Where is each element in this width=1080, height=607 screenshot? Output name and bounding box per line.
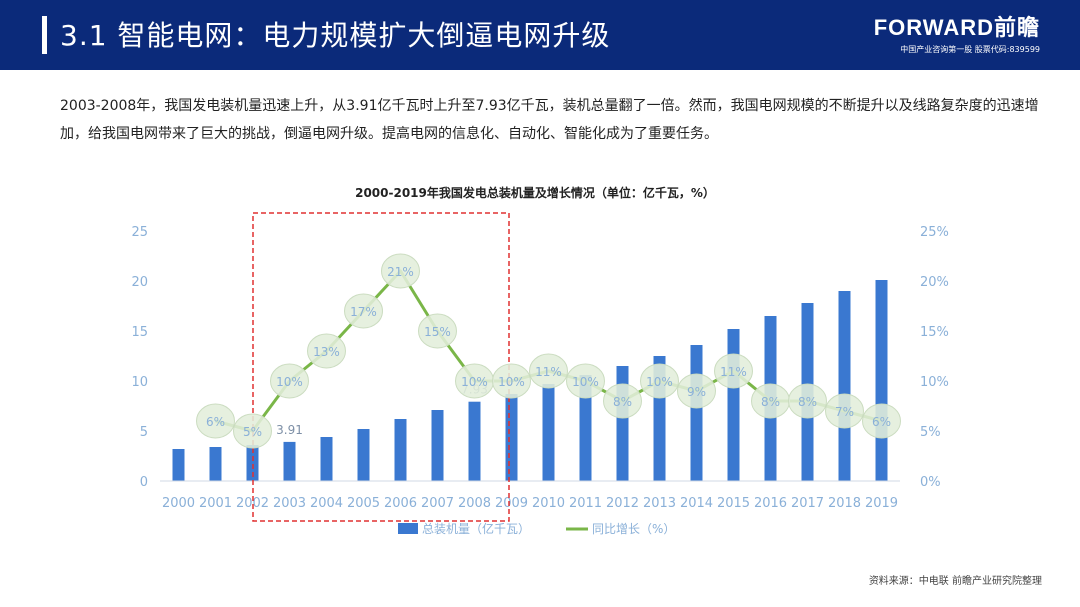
growth-bubble — [825, 393, 864, 429]
x-tick-label: 2009 — [495, 496, 528, 511]
y-left-tick-label: 5 — [140, 425, 148, 440]
bar-total-capacity — [505, 394, 518, 481]
x-tick-label: 2002 — [236, 496, 269, 511]
x-tick-label: 2013 — [643, 496, 676, 511]
legend-bar-swatch — [398, 523, 418, 534]
growth-bubble — [529, 353, 568, 389]
x-tick-label: 2016 — [754, 496, 787, 511]
x-tick-label: 2010 — [532, 496, 565, 511]
bar-total-capacity — [172, 449, 185, 481]
brand-subtitle: 中国产业咨询第一股 股票代码:839599 — [900, 45, 1040, 54]
growth-bubble-label: 13% — [313, 345, 340, 359]
bar-value-label: 3.91 — [276, 423, 303, 437]
growth-bubble — [418, 313, 457, 349]
growth-bubble — [862, 403, 901, 439]
x-tick-label: 2005 — [347, 496, 380, 511]
y-right-tick-label: 25% — [920, 225, 949, 240]
x-tick-label: 2000 — [162, 496, 195, 511]
y-left-tick-label: 25 — [131, 225, 148, 240]
bar-total-capacity — [616, 366, 629, 481]
bar-total-capacity — [875, 280, 888, 481]
legend-line-label: 同比增长（%） — [592, 522, 675, 536]
growth-bubble-label: 7% — [835, 405, 854, 419]
y-left-tick-label: 15 — [131, 325, 148, 340]
x-tick-label: 2012 — [606, 496, 639, 511]
growth-bubble-label: 10% — [498, 375, 525, 389]
x-tick-label: 2019 — [865, 496, 898, 511]
growth-bubble — [640, 363, 679, 399]
growth-bubble — [233, 413, 272, 449]
bar-total-capacity — [727, 329, 740, 481]
growth-bubble — [714, 353, 753, 389]
x-tick-label: 2014 — [680, 496, 713, 511]
growth-bubble-label: 10% — [461, 375, 488, 389]
x-tick-label: 2006 — [384, 496, 417, 511]
growth-bubble-label: 6% — [872, 415, 891, 429]
bar-total-capacity — [394, 419, 407, 481]
x-tick-label: 2001 — [199, 496, 232, 511]
bar-total-capacity — [579, 375, 592, 481]
bar-total-capacity — [690, 345, 703, 481]
bar-total-capacity — [838, 291, 851, 481]
growth-bubble-label: 10% — [276, 375, 303, 389]
title-accent-bar — [42, 16, 47, 54]
growth-bubble — [603, 383, 642, 419]
bar-total-capacity — [209, 447, 222, 481]
growth-bubble-label: 5% — [243, 425, 262, 439]
x-tick-label: 2008 — [458, 496, 491, 511]
chart: 2000-2019年我国发电总装机量及增长情况（单位：亿千瓦，%） 0 5 10 15 2… — [131, 185, 949, 536]
growth-bubble — [307, 333, 346, 369]
growth-bubble — [270, 363, 309, 399]
y-right-tick-label: 20% — [920, 275, 949, 290]
growth-bubble — [196, 403, 235, 439]
growth-bubble — [566, 363, 605, 399]
growth-bubble-label: 15% — [424, 325, 451, 339]
brand-name: FORWARD前瞻 — [873, 15, 1040, 40]
chart-title: 2000-2019年我国发电总装机量及增长情况（单位：亿千瓦，%） — [355, 185, 715, 200]
growth-bubble-label: 8% — [798, 395, 817, 409]
x-tick-label: 2007 — [421, 496, 454, 511]
source-note: 资料来源：中电联 前瞻产业研究院整理 — [868, 576, 1042, 587]
bar-total-capacity — [320, 437, 333, 481]
y-right-tick-label: 5% — [920, 425, 941, 440]
header-bar: 3.1 智能电网：电力规模扩大倒逼电网升级 FORWARD前瞻 中国产业咨询第一… — [0, 0, 1080, 70]
growth-bubble-label: 17% — [350, 305, 377, 319]
bar-total-capacity — [431, 410, 444, 481]
growth-bubble — [788, 383, 827, 419]
intro-paragraph: 2003-2008年，我国发电装机量迅速上升，从3.91亿千瓦时上升至7.93亿… — [60, 98, 1039, 142]
bar-total-capacity — [468, 401, 481, 481]
x-tick-label: 2017 — [791, 496, 824, 511]
bar-total-capacity — [283, 441, 296, 481]
x-tick-label: 2011 — [569, 496, 602, 511]
growth-bubble-label: 10% — [646, 375, 673, 389]
growth-bubble — [344, 293, 383, 329]
y-left-tick-label: 10 — [131, 375, 148, 390]
bar-total-capacity — [542, 384, 555, 481]
x-tick-label: 2018 — [828, 496, 861, 511]
growth-bubble-label: 9% — [687, 385, 706, 399]
growth-bubble-label: 10% — [572, 375, 599, 389]
x-tick-label: 2003 — [273, 496, 306, 511]
x-tick-label: 2004 — [310, 496, 343, 511]
growth-bubble — [677, 373, 716, 409]
growth-bubble-label: 11% — [535, 365, 562, 379]
growth-bubble — [381, 253, 420, 289]
brand-logo: FORWARD前瞻 中国产业咨询第一股 股票代码:839599 — [874, 10, 1040, 55]
bar-total-capacity — [357, 429, 370, 481]
y-right-tick-label: 15% — [920, 325, 949, 340]
y-left-tick-label: 20 — [131, 275, 148, 290]
x-tick-label: 2015 — [717, 496, 750, 511]
bar-total-capacity — [246, 445, 259, 481]
legend-bar-label: 总装机量（亿千瓦） — [422, 521, 530, 536]
y-left-tick-label: 0 — [140, 475, 148, 490]
growth-bubble-label: 8% — [761, 395, 780, 409]
y-right-tick-label: 10% — [920, 375, 949, 390]
growth-bubble-label: 8% — [613, 395, 632, 409]
page-title: 3.1 智能电网：电力规模扩大倒逼电网升级 — [60, 19, 611, 52]
y-right-tick-label: 0% — [920, 475, 941, 490]
growth-bubble — [492, 363, 531, 399]
growth-bubble-label: 21% — [387, 265, 414, 279]
growth-bubble-label: 11% — [720, 365, 747, 379]
growth-bubble-label: 6% — [206, 415, 225, 429]
